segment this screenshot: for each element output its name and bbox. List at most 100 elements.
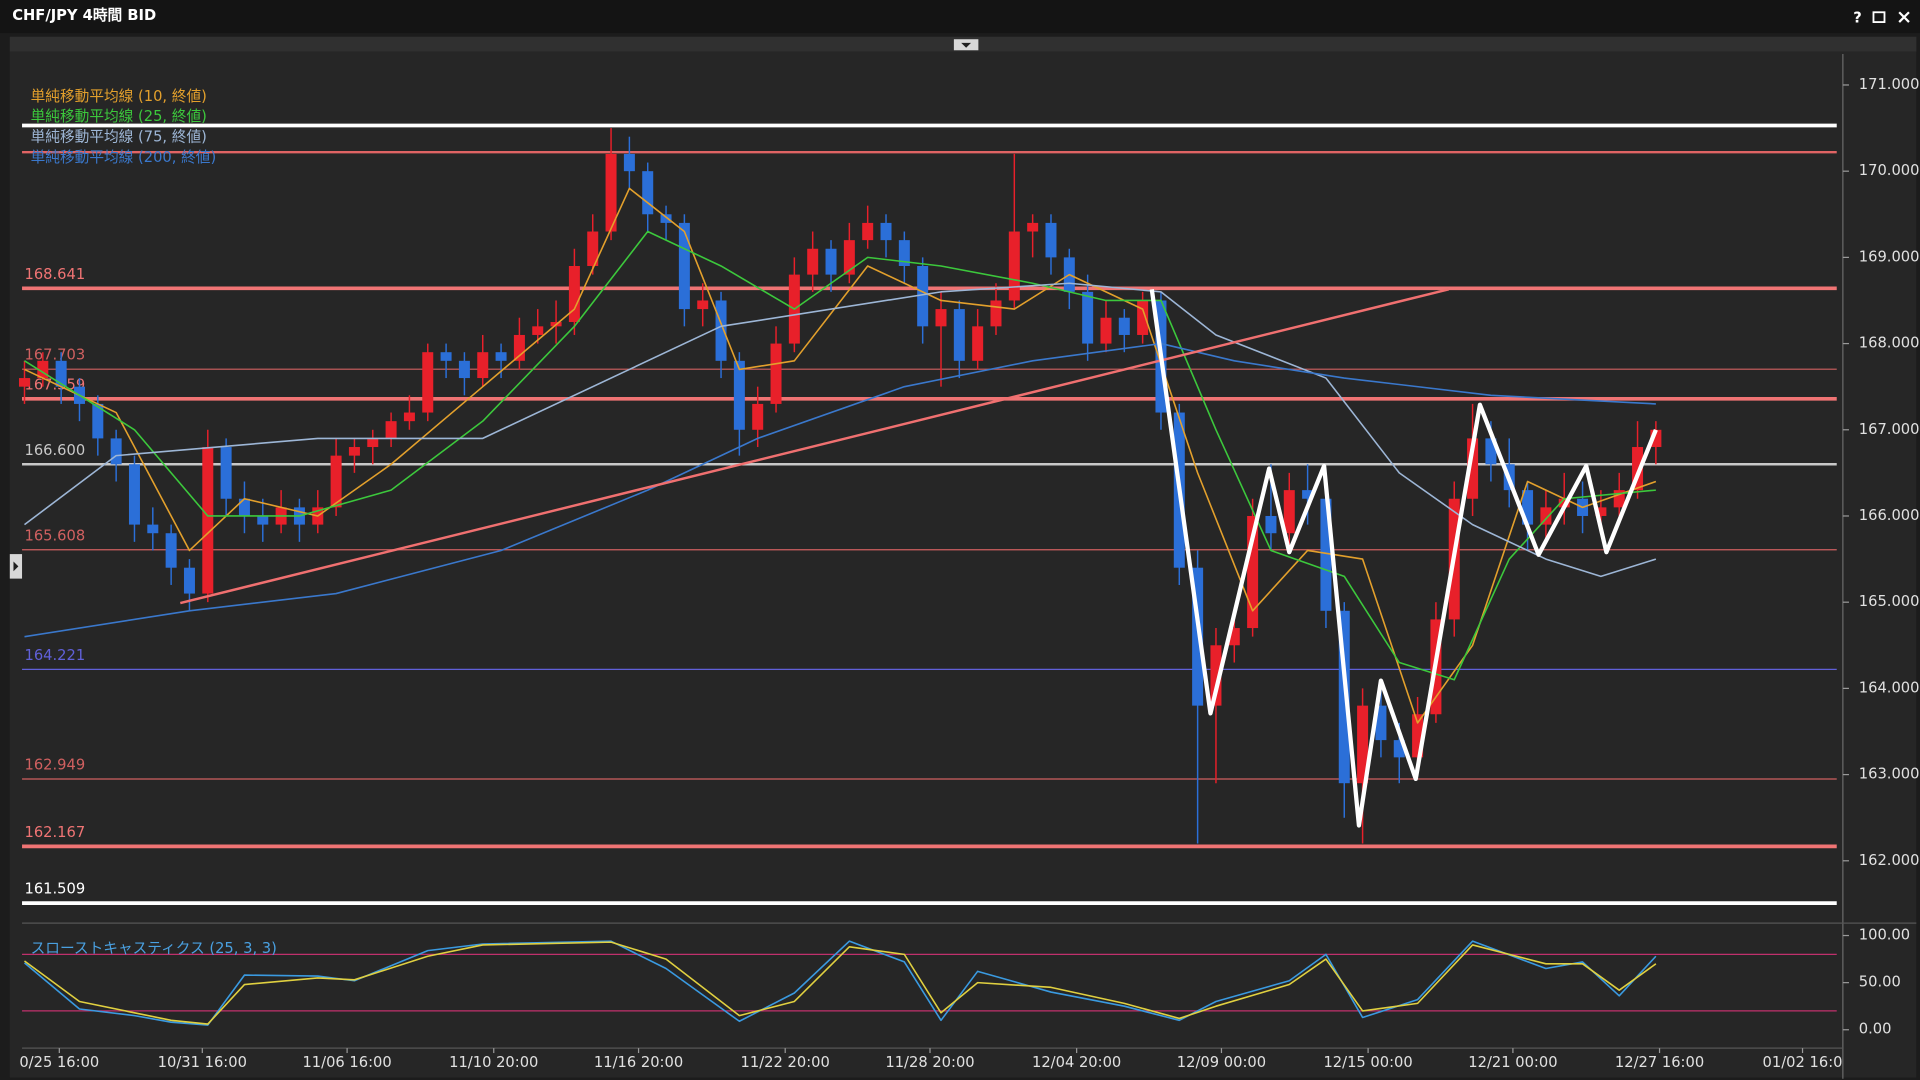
candle-body bbox=[348, 447, 360, 456]
candle-body bbox=[495, 352, 507, 361]
candle-body bbox=[257, 515, 269, 525]
x-tick-label: 11/28 20:00 bbox=[885, 1054, 974, 1071]
candle-body bbox=[1595, 507, 1607, 516]
x-tick-label: 11/10 20:00 bbox=[449, 1054, 538, 1071]
candle-body bbox=[972, 326, 984, 361]
y-tick-label: 100.00 bbox=[1859, 927, 1910, 944]
candle-body bbox=[532, 326, 544, 335]
candle-body bbox=[715, 300, 727, 361]
y-tick-label: 166.000 bbox=[1859, 507, 1920, 524]
candle-body bbox=[880, 222, 892, 241]
y-tick-label: 169.000 bbox=[1859, 248, 1920, 265]
candle-body bbox=[1265, 515, 1277, 534]
candle-body bbox=[1118, 317, 1130, 335]
close-button[interactable] bbox=[1898, 11, 1910, 23]
candle-body bbox=[1320, 498, 1332, 611]
x-tick-label: 0/25 16:00 bbox=[19, 1054, 99, 1071]
y-tick-label: 167.000 bbox=[1859, 421, 1920, 438]
x-tick-label: 12/04 20:00 bbox=[1032, 1054, 1121, 1071]
indicator-line bbox=[24, 282, 1657, 578]
drawn-line bbox=[1149, 288, 1658, 828]
panel-title: スローストキャスティクス (25, 3, 3) bbox=[31, 940, 277, 957]
legend-entry: 単純移動平均線 (75, 終値) bbox=[31, 129, 207, 146]
candle-body bbox=[568, 265, 580, 323]
candle-body bbox=[92, 403, 104, 439]
candle-body bbox=[1540, 507, 1552, 525]
candle-body bbox=[807, 248, 819, 275]
candle-body bbox=[147, 524, 159, 534]
candle-body bbox=[605, 153, 617, 232]
legend-entry: 単純移動平均線 (10, 終値) bbox=[31, 88, 207, 105]
legend-entry: 単純移動平均線 (200, 終値) bbox=[31, 149, 217, 166]
candle-body bbox=[128, 464, 140, 525]
candle-body bbox=[513, 334, 525, 361]
indicator-line bbox=[23, 940, 1657, 1026]
level-label: 168.641 bbox=[24, 266, 85, 283]
y-tick-label: 163.000 bbox=[1859, 766, 1920, 783]
candle-body bbox=[367, 438, 379, 448]
help-button[interactable]: ? bbox=[1853, 9, 1862, 26]
candle-body bbox=[660, 214, 672, 223]
level-label: 161.509 bbox=[24, 881, 85, 898]
plot-layer: 171.000 170.000 169.000 168.000 167.000 166.0… bbox=[18, 76, 1920, 1071]
candle-body bbox=[1522, 490, 1534, 525]
candle-body bbox=[935, 309, 947, 327]
candle-body bbox=[1045, 222, 1057, 258]
candle-body bbox=[587, 231, 599, 266]
legend-entry: 単純移動平均線 (25, 終値) bbox=[31, 108, 207, 125]
candle-body bbox=[1632, 447, 1644, 491]
y-tick-label: 164.000 bbox=[1859, 679, 1920, 696]
x-tick-label: 12/15 00:00 bbox=[1323, 1054, 1412, 1071]
collapse-arrow bbox=[961, 42, 972, 48]
window-title: CHF/JPY 4時間 BID bbox=[12, 6, 156, 24]
level-label: 167.703 bbox=[24, 347, 85, 364]
candle-body bbox=[1228, 628, 1240, 646]
candle-body bbox=[422, 352, 434, 413]
candle-body bbox=[1485, 438, 1497, 465]
x-tick-label: 12/27 16:00 bbox=[1615, 1054, 1704, 1071]
candle-body bbox=[37, 360, 49, 379]
candle-body bbox=[1008, 231, 1020, 301]
indicator-line bbox=[24, 230, 1656, 681]
x-tick-label: 12/09 00:00 bbox=[1177, 1054, 1266, 1071]
y-tick-label: 50.00 bbox=[1859, 974, 1901, 991]
maximize-button[interactable] bbox=[1872, 11, 1886, 23]
candle-body bbox=[678, 222, 690, 310]
candle-body bbox=[898, 240, 910, 266]
level-label: 166.600 bbox=[24, 442, 85, 459]
candle-body bbox=[862, 222, 874, 241]
indicator-line bbox=[24, 342, 1656, 638]
drawn-line bbox=[180, 288, 1450, 605]
candle-body bbox=[458, 360, 470, 379]
y-tick-label: 170.000 bbox=[1859, 162, 1920, 179]
candle-body bbox=[1283, 490, 1295, 534]
x-tick-label: 11/06 16:00 bbox=[302, 1054, 391, 1071]
candle-body bbox=[165, 533, 177, 568]
x-tick-label: 11/22 20:00 bbox=[741, 1054, 830, 1071]
candle-body bbox=[1650, 429, 1662, 448]
candle-body bbox=[1302, 490, 1314, 499]
x-tick-label: 10/31 16:00 bbox=[158, 1054, 247, 1071]
candle-body bbox=[1338, 610, 1350, 784]
candle-body bbox=[1613, 490, 1625, 508]
candle-body bbox=[752, 403, 764, 430]
candle-body bbox=[183, 567, 195, 594]
y-tick-label: 162.000 bbox=[1859, 852, 1920, 869]
level-label: 165.608 bbox=[24, 527, 85, 544]
candle-body bbox=[697, 300, 709, 310]
candle-body bbox=[1247, 515, 1259, 629]
candle-body bbox=[1082, 291, 1094, 344]
side-arrow bbox=[13, 561, 19, 572]
candle-body bbox=[1027, 222, 1039, 232]
candle-body bbox=[1210, 645, 1222, 706]
candle-body bbox=[1100, 317, 1112, 344]
candle-body bbox=[623, 153, 635, 172]
candle-body bbox=[990, 300, 1002, 327]
candle-body bbox=[953, 309, 965, 361]
y-tick-label: 0.00 bbox=[1859, 1021, 1892, 1038]
candle-body bbox=[477, 352, 489, 379]
title-bar bbox=[0, 0, 1920, 34]
x-tick-label: 12/21 00:00 bbox=[1468, 1054, 1557, 1071]
chart-area bbox=[9, 36, 1917, 1078]
